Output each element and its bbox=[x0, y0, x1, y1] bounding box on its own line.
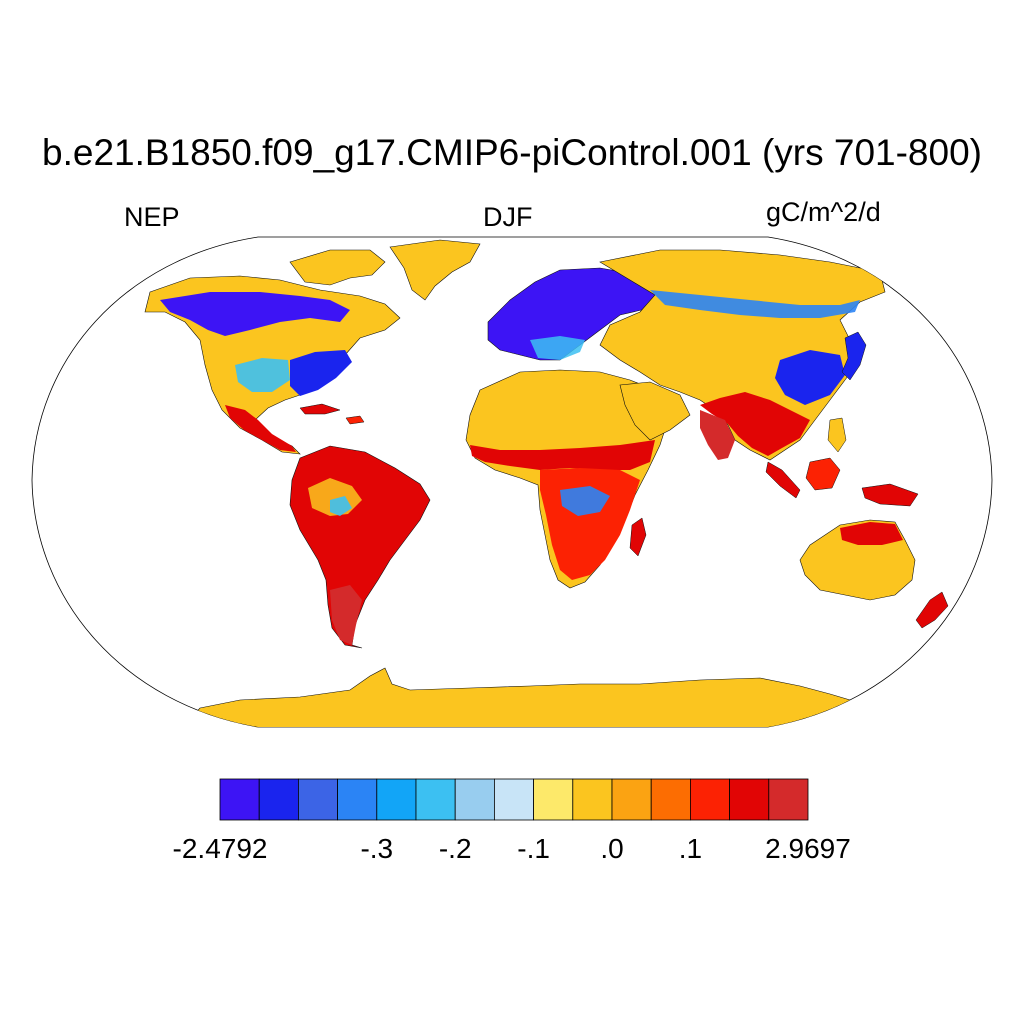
na-mexico-red bbox=[225, 405, 296, 452]
asia-boreal-blue bbox=[650, 290, 860, 318]
arabia bbox=[619, 381, 691, 441]
colorbar-swatch bbox=[297, 778, 338, 821]
antarctica bbox=[179, 667, 861, 727]
cuba bbox=[299, 403, 341, 415]
colorbar-label: 2.9697 bbox=[765, 833, 851, 864]
colorbar-swatch bbox=[493, 778, 534, 821]
sahel-red bbox=[470, 440, 655, 470]
colorbar-label: .1 bbox=[679, 833, 702, 864]
colorbar-swatch bbox=[376, 778, 417, 821]
na-light-blue bbox=[235, 358, 290, 392]
colorbar-swatch bbox=[690, 778, 731, 821]
colorbar-swatch bbox=[768, 778, 809, 821]
figure-title: b.e21.B1850.f09_g17.CMIP6-piControl.001 … bbox=[42, 132, 982, 173]
colorbar-swatch bbox=[650, 778, 691, 821]
colorbar-swatch bbox=[454, 778, 495, 821]
sumatra bbox=[765, 461, 801, 499]
colorbar-swatch bbox=[337, 778, 378, 821]
japan bbox=[841, 331, 867, 381]
variable-label: NEP bbox=[124, 202, 180, 232]
hispaniola bbox=[345, 415, 365, 425]
east-asia-blue bbox=[775, 350, 845, 405]
colorbar-label: -.1 bbox=[517, 833, 550, 864]
australia-north-red bbox=[840, 522, 903, 545]
colorbar-swatch bbox=[415, 778, 456, 821]
madagascar bbox=[629, 517, 647, 557]
philippines bbox=[827, 417, 847, 453]
colorbar-label: -.2 bbox=[439, 833, 472, 864]
na-boreal-belt bbox=[160, 292, 350, 336]
colorbar-swatch bbox=[533, 778, 574, 821]
colorbar: -2.4792 -.3 -.2 -.1 .0 .1 2.9697 bbox=[173, 778, 851, 864]
sa-dark-south bbox=[330, 585, 362, 645]
colorbar-label: -2.4792 bbox=[173, 833, 268, 864]
borneo bbox=[805, 457, 841, 491]
greenland bbox=[389, 239, 481, 301]
europe-south-mixed bbox=[530, 336, 585, 360]
sa-blue-patch bbox=[330, 496, 352, 516]
india-red bbox=[700, 410, 735, 460]
arctic-islands bbox=[289, 249, 386, 286]
colorbar-label: -.3 bbox=[360, 833, 393, 864]
colorbar-swatch bbox=[572, 778, 613, 821]
colorbar-swatch bbox=[611, 778, 652, 821]
na-east-negative bbox=[290, 350, 352, 396]
colorbar-swatch bbox=[729, 778, 770, 821]
new-zealand bbox=[915, 591, 949, 629]
season-label: DJF bbox=[483, 202, 533, 232]
units-label: gC/m^2/d bbox=[766, 197, 881, 227]
colorbar-swatch bbox=[219, 778, 260, 821]
new-guinea bbox=[861, 483, 919, 507]
south-asia-red bbox=[700, 392, 810, 456]
congo-blue bbox=[560, 486, 610, 516]
colorbar-swatch bbox=[258, 778, 299, 821]
land-layer bbox=[144, 239, 949, 727]
europe bbox=[487, 267, 661, 361]
colorbar-label: .0 bbox=[600, 833, 623, 864]
